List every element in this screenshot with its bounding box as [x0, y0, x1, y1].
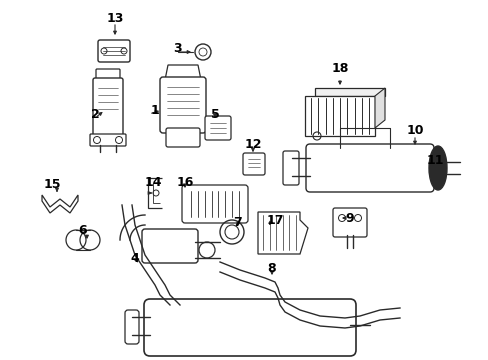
- Text: 10: 10: [406, 123, 423, 136]
- Text: 17: 17: [265, 213, 283, 226]
- FancyBboxPatch shape: [305, 144, 433, 192]
- Ellipse shape: [428, 146, 446, 190]
- Text: 7: 7: [233, 216, 242, 229]
- Text: 1: 1: [150, 104, 159, 117]
- Bar: [305, 96, 374, 136]
- FancyBboxPatch shape: [160, 77, 205, 133]
- Polygon shape: [314, 88, 384, 96]
- FancyBboxPatch shape: [332, 208, 366, 237]
- Text: 11: 11: [426, 153, 443, 166]
- Text: 4: 4: [130, 252, 139, 265]
- Text: 2: 2: [90, 108, 99, 122]
- FancyBboxPatch shape: [243, 153, 264, 175]
- FancyBboxPatch shape: [96, 69, 120, 81]
- Text: 5: 5: [210, 108, 219, 122]
- FancyBboxPatch shape: [204, 116, 230, 140]
- FancyBboxPatch shape: [165, 128, 200, 147]
- Polygon shape: [374, 88, 384, 128]
- Text: 15: 15: [43, 179, 61, 192]
- FancyBboxPatch shape: [90, 134, 126, 146]
- Text: 16: 16: [176, 176, 193, 189]
- Text: 8: 8: [267, 261, 276, 274]
- FancyBboxPatch shape: [283, 151, 298, 185]
- Text: 6: 6: [79, 224, 87, 237]
- Text: 12: 12: [244, 139, 261, 152]
- FancyBboxPatch shape: [98, 40, 130, 62]
- Text: 14: 14: [144, 176, 162, 189]
- FancyBboxPatch shape: [182, 185, 247, 223]
- Text: 18: 18: [331, 62, 348, 75]
- FancyBboxPatch shape: [93, 78, 123, 137]
- FancyBboxPatch shape: [125, 310, 139, 344]
- Text: 13: 13: [106, 12, 123, 24]
- FancyBboxPatch shape: [143, 299, 355, 356]
- FancyBboxPatch shape: [142, 229, 198, 263]
- Text: 3: 3: [173, 41, 182, 54]
- Text: 9: 9: [345, 211, 354, 225]
